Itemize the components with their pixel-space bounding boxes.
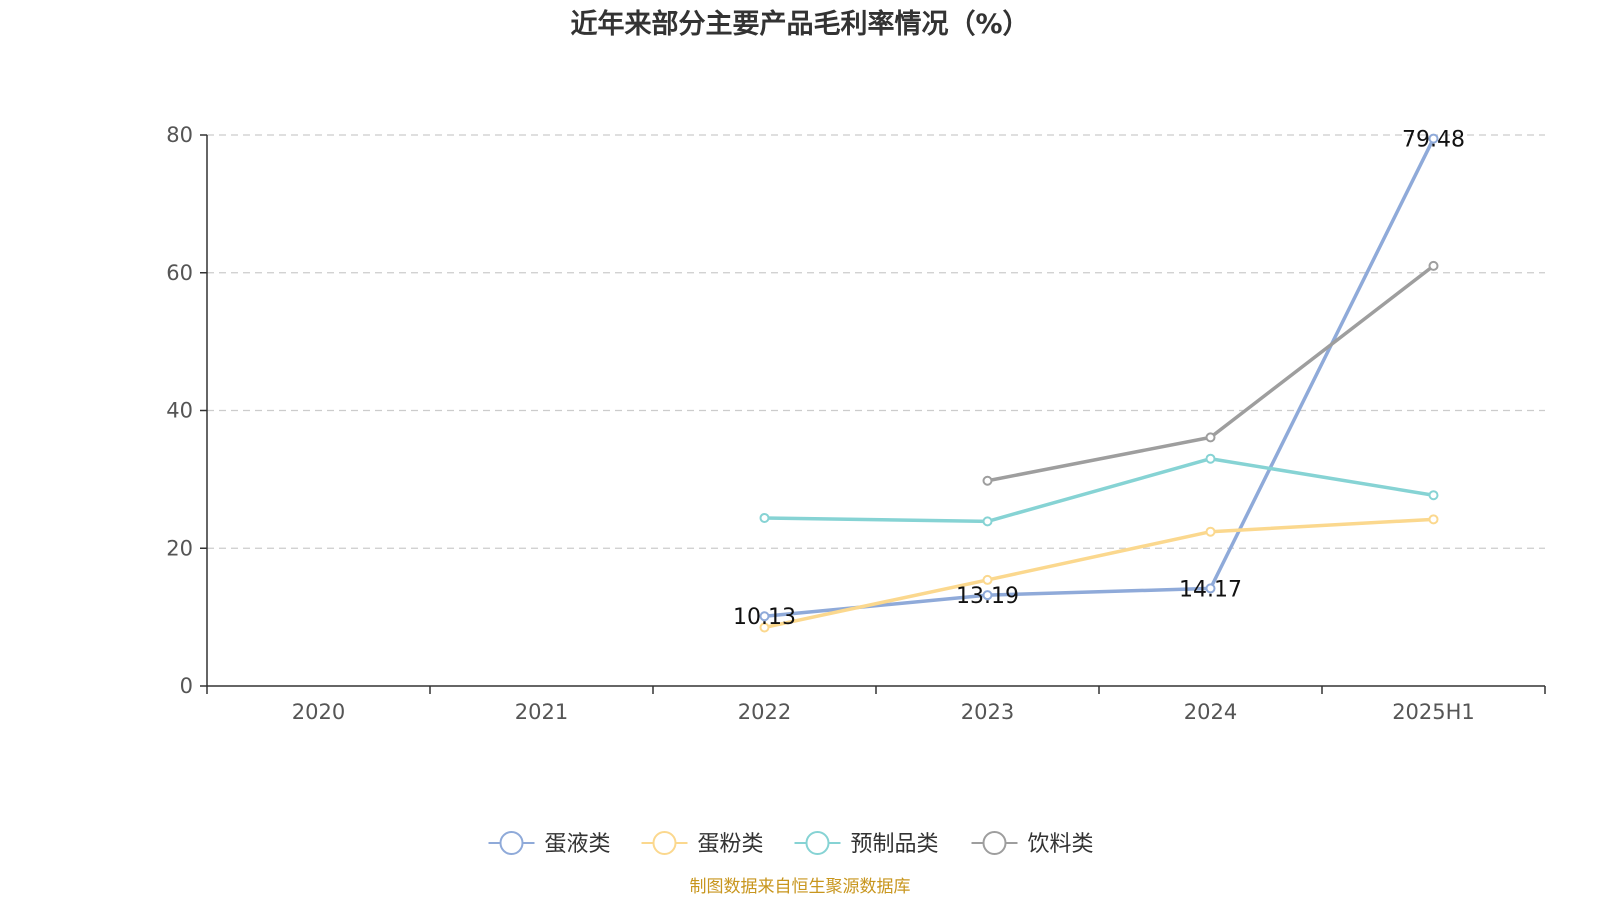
x-tick-label: 2020 [292,700,345,724]
y-tick-label: 0 [180,674,193,698]
legend-label: 预制品类 [851,832,939,857]
legend-item-0: 蛋液类 [488,831,611,857]
data-point [759,611,770,622]
legend: 蛋液类 蛋粉类 预制品类 饮料类 [488,831,1094,857]
legend-label: 蛋粉类 [698,832,764,857]
data-label: 14.17 [1179,577,1242,602]
series-line-3 [987,264,1435,483]
x-tick-label: 2025H1 [1392,700,1475,724]
data-point [1428,260,1439,271]
data-point [1428,514,1439,525]
x-tick-label: 2021 [515,700,568,724]
gridlines [207,134,1545,549]
data-point [982,590,993,601]
legend-label: 蛋液类 [545,832,611,857]
source-note: 制图数据来自恒生聚源数据库 [689,877,911,897]
legend-item-2: 预制品类 [794,831,939,857]
data-point [1205,526,1216,537]
data-point [982,574,993,585]
legend-item-3: 饮料类 [971,831,1094,857]
x-tick-label: 2022 [738,700,791,724]
legend-marker [805,831,830,855]
x-tick-label: 2023 [961,700,1014,724]
legend-marker [652,831,677,855]
legend-marker [982,831,1007,855]
x-tick-label: 2024 [1184,700,1237,724]
data-point [1205,453,1216,464]
data-label: 79.48 [1402,128,1465,153]
data-label: 13.19 [956,584,1019,609]
y-tick-label: 20 [166,536,193,560]
data-point [982,475,993,486]
data-point [1428,490,1439,501]
axes: 0 20 40 60 80 2020 2021 2022 2023 2024 2025H1 [166,123,1546,724]
data-point [1205,432,1216,443]
data-point [1205,583,1216,594]
data-point [982,516,993,527]
y-tick-label: 40 [166,399,193,423]
y-tick-label: 60 [166,261,193,285]
chart-title: 近年来部分主要产品毛利率情况（%） [570,9,1030,40]
legend-label: 饮料类 [1028,832,1094,857]
y-tick-label: 80 [166,123,193,147]
series-lines [759,133,1439,633]
series-line-0 [764,137,1436,618]
data-point [1428,133,1439,144]
data-label: 10.13 [733,605,796,630]
legend-marker [499,831,524,855]
data-labels: 10.13 13.19 14.17 79.48 [733,128,1465,631]
series-line-2 [764,456,1434,524]
data-point [759,622,770,633]
data-point [759,512,770,523]
series-line-1 [764,517,1434,630]
legend-item-1: 蛋粉类 [641,831,764,857]
